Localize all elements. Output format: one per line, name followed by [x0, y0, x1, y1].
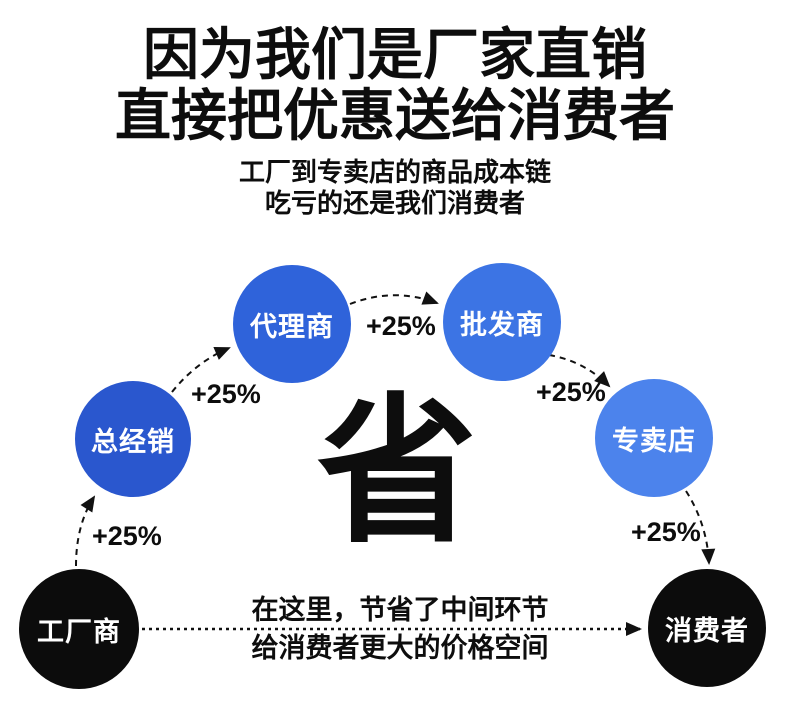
- node-exclusive-store: 专卖店: [595, 379, 713, 497]
- node-agent-label: 代理商: [250, 311, 334, 342]
- node-factory-label: 工厂商: [37, 616, 121, 647]
- title-line-2: 直接把优惠送给消费者: [115, 84, 675, 147]
- arrow-store-to-consumer: [685, 490, 716, 565]
- node-exclusive-store-label: 专卖店: [612, 425, 696, 456]
- save-character: 省: [316, 382, 477, 561]
- node-wholesaler-label: 批发商: [460, 309, 544, 340]
- markup-general-agent: +25%: [191, 379, 261, 409]
- arrow-wholesaler-to-store: [548, 354, 611, 388]
- markup-factory-general: +25%: [92, 521, 162, 551]
- node-consumer-label: 消费者: [665, 615, 749, 646]
- arrow-agent-to-wholesaler: [349, 291, 439, 305]
- arrow-general-to-agent: [171, 347, 231, 393]
- node-general-distributor: 总经销: [75, 381, 191, 497]
- node-agent: 代理商: [233, 265, 351, 383]
- node-factory: 工厂商: [19, 569, 139, 689]
- node-consumer: 消费者: [648, 569, 766, 687]
- footer-line-1: 在这里，节省了中间环节: [251, 595, 549, 625]
- markup-store-consumer: +25%: [631, 517, 701, 547]
- subtitle-line-2: 吃亏的还是我们消费者: [264, 188, 525, 218]
- subtitle: 工厂到专卖店的商品成本链 吃亏的还是我们消费者: [0, 157, 790, 219]
- title-line-1: 因为我们是厂家直销: [143, 23, 647, 86]
- node-wholesaler: 批发商: [443, 263, 561, 381]
- markup-agent-wholesaler: +25%: [366, 311, 436, 341]
- subtitle-line-1: 工厂到专卖店的商品成本链: [238, 157, 551, 187]
- footer-line-2: 给消费者更大的价格空间: [251, 633, 549, 663]
- node-general-distributor-label: 总经销: [91, 426, 175, 457]
- page-title: 因为我们是厂家直销 直接把优惠送给消费者: [0, 24, 790, 146]
- footer-note: 在这里，节省了中间环节 给消费者更大的价格空间: [0, 591, 790, 667]
- arrow-factory-to-general: [75, 495, 96, 567]
- markup-wholesaler-store: +25%: [536, 377, 606, 407]
